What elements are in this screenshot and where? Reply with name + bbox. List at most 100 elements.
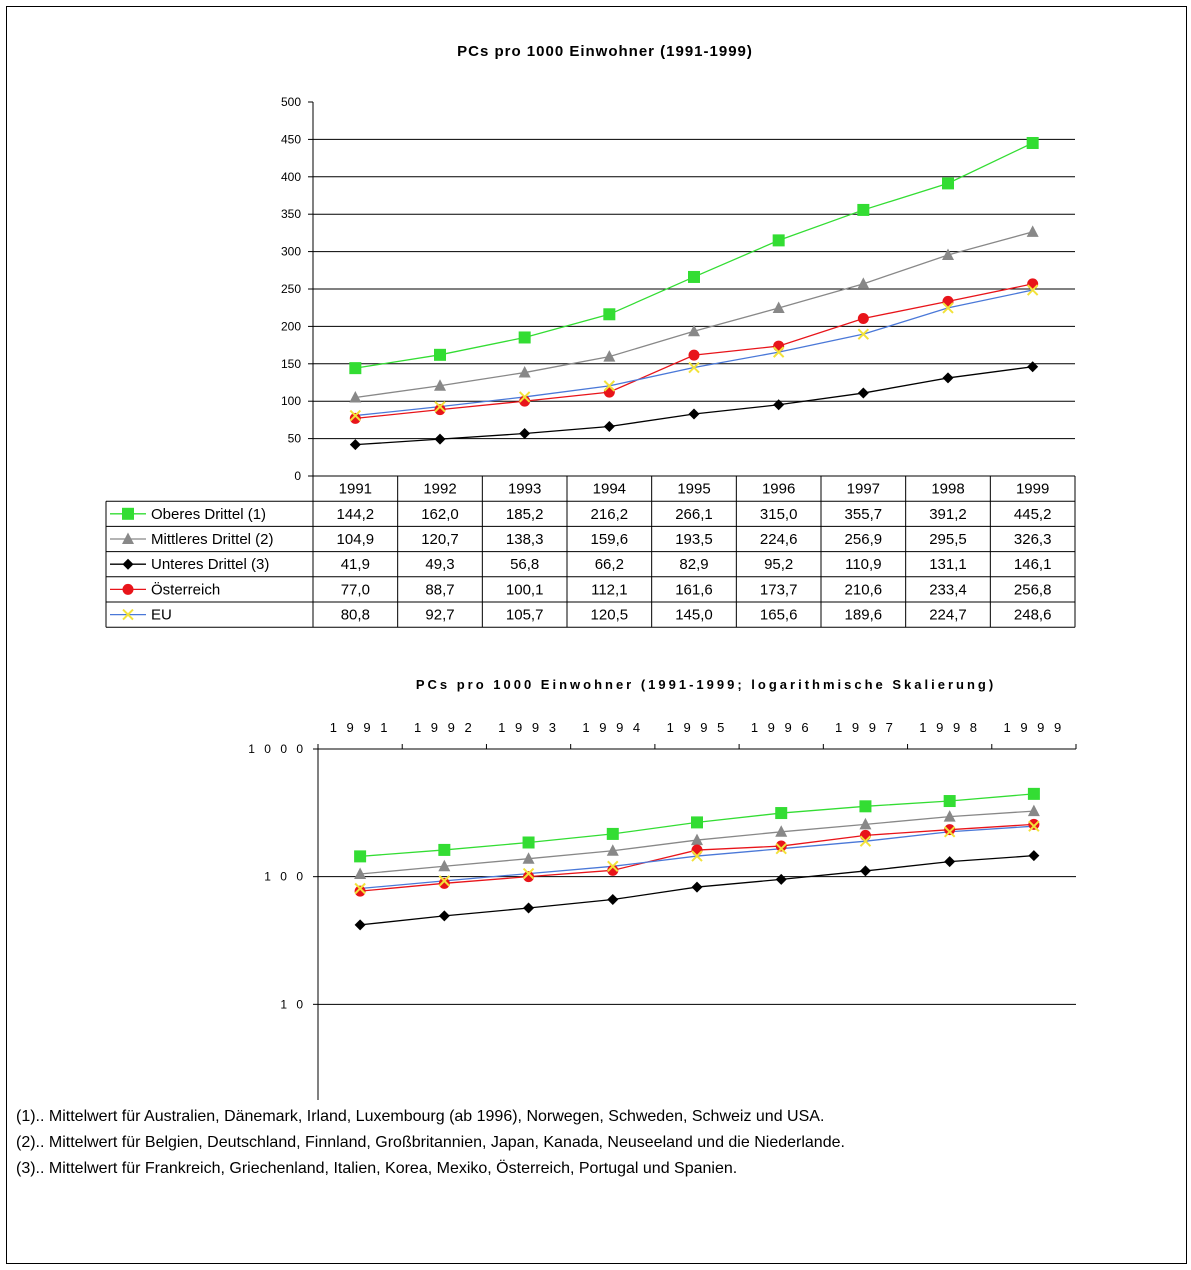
data-point — [606, 827, 619, 840]
y-tick-label: 500 — [281, 95, 301, 109]
y-tick-label: 1 0 — [280, 997, 306, 1011]
data-point — [775, 825, 788, 837]
data-label: 295,5 — [929, 531, 967, 548]
y-tick-label: 400 — [281, 170, 301, 184]
data-point — [354, 885, 366, 897]
data-point — [434, 400, 446, 413]
footnotes: (1).. Mittelwert für Australien, Dänemar… — [16, 1104, 1176, 1182]
data-point — [859, 835, 872, 847]
data-point — [349, 412, 361, 424]
data-label: 193,5 — [675, 531, 713, 548]
x-tick-label: 1992 — [423, 481, 456, 498]
x-tick-label: 1999 — [1016, 481, 1049, 498]
data-point — [772, 234, 785, 247]
data-label: 210,6 — [845, 581, 883, 598]
data-point — [438, 843, 451, 856]
data-label: 104,9 — [337, 531, 375, 548]
data-point — [688, 361, 700, 374]
chart-title: PCs pro 1000 Einwohner (1991-1999; logar… — [416, 677, 996, 692]
x-tick-label: 1 9 9 5 — [667, 720, 728, 735]
data-point — [688, 324, 700, 337]
data-point — [942, 372, 954, 384]
legend-marker — [122, 532, 134, 544]
data-point — [691, 850, 703, 862]
legend-label: EU — [151, 607, 172, 624]
data-point — [859, 800, 872, 813]
data-table: 1991 1992 1993 1994 1995 1996 1997 1998 1999 Ober… — [105, 475, 1076, 628]
data-label: 120,7 — [421, 531, 459, 548]
y-tick-label: 200 — [281, 319, 301, 333]
y-tick-label: 0 — [294, 469, 301, 483]
data-label: 189,6 — [845, 607, 883, 624]
y-axis-ticks: 11 01 0 01 0 0 0 — [248, 742, 318, 1011]
gridlines — [317, 748, 1076, 1100]
y-axis-ticks: 0 50 100 150 200 250 300 350 400 450 500 — [281, 95, 313, 483]
data-point — [349, 409, 362, 422]
data-point — [1027, 787, 1040, 800]
data-point — [438, 910, 450, 922]
data-label: 266,1 — [675, 506, 713, 523]
data-label: 165,6 — [760, 607, 798, 624]
data-label: 82,9 — [679, 556, 708, 573]
data-point — [1026, 136, 1039, 149]
data-point — [942, 177, 954, 190]
data-label: 49,3 — [425, 556, 454, 573]
data-point — [944, 824, 956, 836]
data-point — [859, 817, 872, 830]
data-point — [857, 203, 870, 216]
data-label: 88,7 — [425, 581, 454, 598]
y-tick-label: 250 — [281, 282, 301, 296]
series-lines — [360, 793, 1034, 926]
data-point — [857, 387, 869, 399]
data-label: 131,1 — [929, 556, 967, 573]
x-tick-label: 1998 — [931, 481, 964, 498]
data-label: 173,7 — [760, 581, 798, 598]
y-tick-label: 300 — [281, 245, 301, 259]
data-point — [691, 833, 703, 846]
data-point — [857, 312, 869, 324]
data-point — [523, 902, 535, 914]
x-tick-label: 1 9 9 6 — [751, 720, 812, 735]
data-label: 110,9 — [845, 556, 881, 573]
data-label: 161,6 — [675, 581, 713, 598]
linear-chart: PCs pro 1000 Einwohner (1991-1999) 0 50 10… — [105, 43, 1076, 628]
data-point — [354, 919, 366, 931]
data-label: 315,0 — [760, 506, 798, 523]
legend-marker — [122, 608, 134, 621]
data-point — [603, 420, 615, 432]
legend-label: Oberes Drittel (1) — [151, 506, 266, 523]
data-point — [1026, 284, 1039, 296]
x-tick-label: 1994 — [593, 481, 626, 498]
data-label: 391,2 — [929, 506, 967, 523]
chart-title: PCs pro 1000 Einwohner (1991-1999) — [457, 43, 753, 60]
data-point — [775, 840, 787, 852]
data-point — [1028, 820, 1040, 832]
data-point — [1026, 225, 1039, 237]
x-tick-label: 1 9 9 7 — [835, 720, 896, 735]
data-point — [1028, 850, 1040, 862]
data-label: 100,1 — [506, 581, 544, 598]
data-label: 112,1 — [591, 581, 627, 598]
data-point — [438, 875, 451, 887]
data-point — [349, 439, 361, 451]
data-point — [775, 842, 787, 855]
data-point — [1027, 804, 1040, 817]
x-tick-label: 1 9 9 1 — [330, 720, 391, 735]
data-point — [522, 836, 535, 849]
data-point — [773, 399, 785, 411]
footnote-2: (2).. Mittelwert für Belgien, Deutschlan… — [16, 1134, 845, 1151]
data-label: 66,2 — [595, 556, 624, 573]
data-point — [434, 379, 446, 391]
data-label: 138,3 — [506, 531, 544, 548]
x-tick-label: 1 9 9 8 — [919, 720, 980, 735]
data-point — [859, 865, 871, 877]
data-point — [522, 852, 535, 864]
data-point — [691, 881, 703, 893]
data-label: 56,8 — [510, 556, 539, 573]
data-point — [434, 348, 446, 361]
data-label: 95,2 — [764, 556, 793, 573]
data-point — [1027, 361, 1039, 373]
y-tick-label: 50 — [288, 432, 302, 446]
x-tick-label: 1993 — [508, 481, 541, 498]
data-label: 144,2 — [337, 506, 375, 523]
